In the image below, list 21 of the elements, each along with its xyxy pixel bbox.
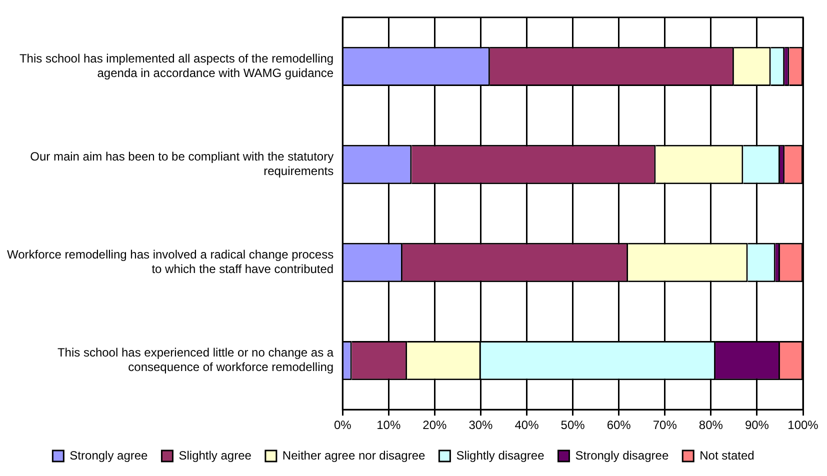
legend-label: Strongly agree	[70, 448, 148, 462]
x-tick-label: 60%	[606, 418, 632, 432]
x-tick-label: 90%	[744, 418, 770, 432]
y-tick-label: Workforce remodelling has involved a radical change process to which the staff have contributed	[6, 248, 334, 276]
legend-label: Not stated	[700, 448, 754, 462]
y-tick-label: This school has experienced little or no change as a consequence of workforce remodelling	[57, 346, 334, 374]
x-tick-label: 50%	[560, 418, 586, 432]
x-tick-label: 10%	[376, 418, 401, 432]
x-tick-label: 20%	[422, 418, 448, 432]
legend-label: Strongly disagree	[575, 448, 669, 462]
x-tick-label: 100%	[788, 418, 819, 432]
y-tick-label: This school has implemented all aspects of the remodelling agenda in accordance with WAMG guidance	[19, 52, 334, 80]
legend-label: Slightly agree	[178, 448, 252, 462]
x-tick-label: 0%	[334, 418, 352, 432]
x-tick-label: 30%	[468, 418, 494, 432]
x-tick-label: 80%	[698, 418, 724, 432]
x-tick-label: 40%	[514, 418, 540, 432]
legend-label: Slightly disagree	[456, 448, 545, 462]
x-tick-label: 70%	[652, 418, 678, 432]
legend-label: Neither agree nor disagree	[282, 448, 426, 462]
y-tick-label: Our main aim has been to be compliant with the statutory requirements	[30, 150, 334, 178]
